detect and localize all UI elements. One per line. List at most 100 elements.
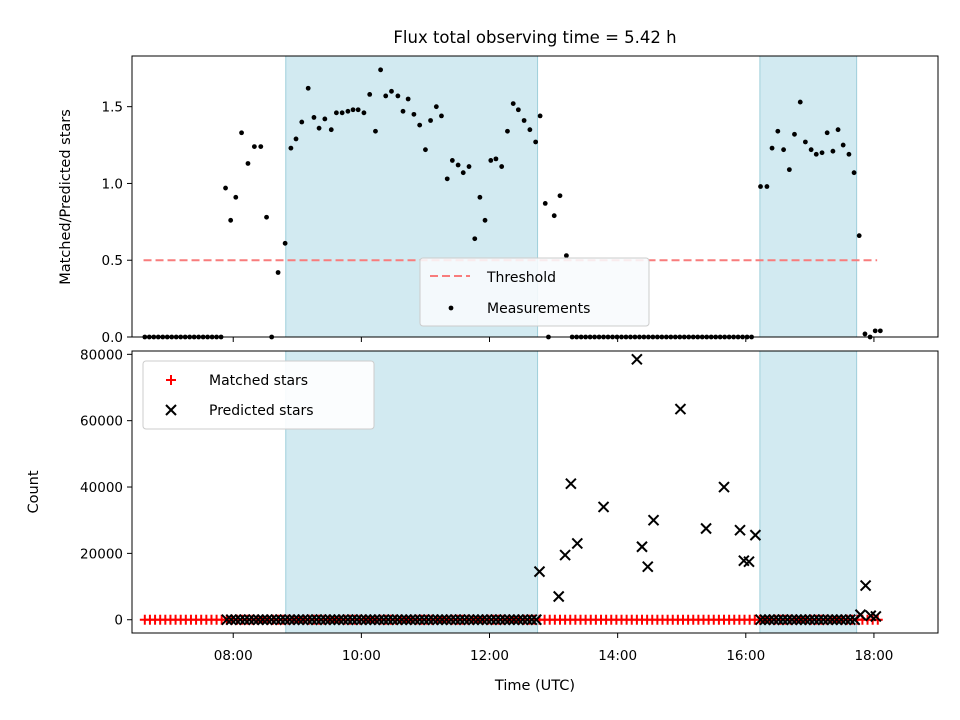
predicted-star-point xyxy=(467,614,480,626)
count-x-axis-label: Time (UTC) xyxy=(494,678,575,694)
legend-matched-swatch xyxy=(166,375,176,385)
measurement-point xyxy=(499,164,505,169)
predicted-star-point xyxy=(364,614,377,626)
predicted-star-point xyxy=(418,614,430,626)
predicted-star-point xyxy=(413,614,426,626)
legend-measurements-swatch xyxy=(448,305,454,311)
predicted-star-point xyxy=(642,560,654,573)
x-tick-label: 18:00 xyxy=(854,648,893,664)
measurement-point xyxy=(521,118,527,123)
predicted-star-point xyxy=(288,614,300,626)
count-legend: Matched stars Predicted stars xyxy=(142,360,375,430)
predicted-star-point xyxy=(409,614,421,626)
measurement-point xyxy=(862,331,868,337)
measurement-point xyxy=(466,164,472,169)
measurement-point xyxy=(355,107,361,113)
measurement-point xyxy=(339,110,345,116)
measurement-point xyxy=(472,236,478,242)
predicted-star-point xyxy=(472,614,484,626)
measurement-point xyxy=(505,128,510,134)
predicted-star-point xyxy=(396,614,408,626)
predicted-star-point xyxy=(373,614,386,626)
measurement-point xyxy=(877,328,883,334)
predicted-star-point xyxy=(743,555,755,568)
measurement-point xyxy=(856,233,862,239)
predicted-star-point xyxy=(559,549,571,561)
predicted-star-point xyxy=(369,614,381,626)
predicted-star-point xyxy=(859,579,872,592)
predicted-star-point xyxy=(485,614,498,626)
predicted-star-point xyxy=(533,565,546,578)
measurement-point xyxy=(305,85,311,91)
predicted-star-point xyxy=(301,614,314,626)
predicted-star-point xyxy=(754,614,767,626)
measurement-point xyxy=(333,110,339,116)
predicted-star-point xyxy=(521,614,534,626)
ratio-panel: 0.0 0.5 1.0 1.5 Flux total observing time =… xyxy=(58,28,939,346)
predicted-star-point xyxy=(346,614,359,626)
legend-predicted-label: Predicted stars xyxy=(209,403,314,419)
predicted-star-point xyxy=(734,524,746,536)
predicted-star-point xyxy=(597,501,610,513)
measurement-point xyxy=(493,156,499,162)
predicted-star-point xyxy=(279,614,291,626)
measurement-point xyxy=(819,150,825,156)
legend-threshold-label: Threshold xyxy=(486,270,556,286)
measurement-point xyxy=(835,127,841,133)
predicted-star-point xyxy=(274,614,287,626)
measurement-point xyxy=(786,167,792,173)
predicted-star-point xyxy=(440,614,453,626)
predicted-star-point xyxy=(378,614,390,626)
predicted-star-point xyxy=(400,614,412,626)
measurement-point xyxy=(557,193,563,199)
measurement-point xyxy=(515,107,521,113)
predicted-star-point xyxy=(817,614,830,626)
predicted-star-point xyxy=(333,614,345,626)
measurement-point xyxy=(233,194,239,200)
measurement-point xyxy=(769,145,775,151)
predicted-star-point xyxy=(463,614,475,626)
predicted-star-point xyxy=(508,614,520,626)
predicted-star-point xyxy=(431,614,444,626)
measurement-point xyxy=(223,185,228,191)
predicted-star-point xyxy=(795,614,807,626)
predicted-star-point xyxy=(270,614,282,626)
predicted-star-point xyxy=(636,541,648,553)
measurement-point xyxy=(510,101,516,107)
measurement-point xyxy=(345,108,351,114)
predicted-star-point xyxy=(436,614,448,626)
measurement-point xyxy=(455,162,461,168)
measurement-point xyxy=(350,107,356,113)
predicted-star-point xyxy=(517,614,529,626)
measurement-point xyxy=(551,213,557,219)
predicted-star-point xyxy=(552,590,565,603)
predicted-star-point xyxy=(310,614,323,626)
predicted-star-point xyxy=(225,614,238,626)
x-tick-label: 16:00 xyxy=(726,648,765,664)
ratio-legend: Threshold Measurements xyxy=(419,257,650,327)
predicted-star-point xyxy=(571,537,583,550)
measurement-point xyxy=(830,148,836,154)
measurement-point xyxy=(808,147,814,153)
predicted-star-point xyxy=(870,610,882,623)
ratio-y-axis-label: Matched/Predicted stars xyxy=(58,109,74,285)
measurement-point xyxy=(460,170,466,176)
y-tick-label: 0.0 xyxy=(102,330,123,346)
count-panel: 0 20000 40000 60000 80000 08:00 10:00 12:00 14:… xyxy=(26,347,939,694)
predicted-star-point xyxy=(427,614,439,626)
predicted-star-point xyxy=(256,614,269,626)
predicted-star-point xyxy=(822,614,834,626)
measurement-point xyxy=(311,115,317,120)
measurement-point xyxy=(444,176,450,182)
measurement-point xyxy=(378,67,383,73)
predicted-star-point xyxy=(772,614,785,626)
predicted-star-point xyxy=(243,614,255,626)
y-tick-label: 0 xyxy=(114,613,123,629)
measurement-point xyxy=(383,93,389,99)
predicted-star-point xyxy=(404,614,417,626)
measurement-point xyxy=(417,122,423,128)
measurement-point xyxy=(373,128,378,134)
predicted-star-point xyxy=(781,614,794,626)
predicted-star-point xyxy=(804,614,816,626)
